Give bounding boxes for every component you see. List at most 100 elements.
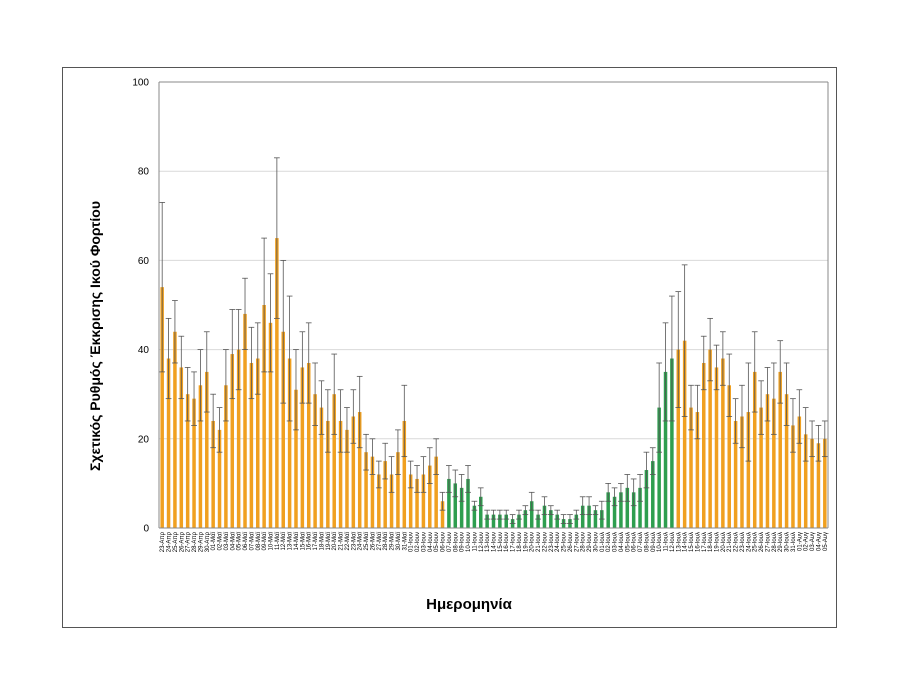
x-tick-label: 02-Ιουν: [415, 532, 421, 552]
y-axis-label: Σχετικός Ρυθμός Έκκρισης Ικού Φορτίου: [87, 201, 103, 471]
bar: [447, 478, 451, 528]
bar: [784, 394, 789, 528]
x-tick-label: 29-Ιουν: [587, 532, 593, 552]
x-tick-label: 01-Ιουν: [409, 532, 415, 552]
bar: [294, 389, 298, 528]
x-tick-label: 19-Ιουλ: [715, 532, 721, 552]
x-tick-label: 28-Ιουν: [581, 532, 587, 552]
x-tick-label: 01-Αυγ: [797, 532, 803, 551]
x-tick-label: 20-Ιουν: [530, 532, 536, 552]
x-tick-label: 29-Απρ: [198, 531, 204, 552]
bar: [479, 496, 483, 528]
x-tick-label: 22-Ιουν: [542, 532, 548, 552]
bar: [389, 474, 394, 528]
x-tick-label: 05-Αυγ: [823, 532, 829, 551]
bar: [536, 514, 540, 528]
x-tick-label: 04-Ιουν: [428, 532, 434, 552]
bar: [230, 354, 235, 528]
x-tick-label: 19-Μαϊ: [326, 531, 332, 550]
x-tick-label: 27-Απρ: [186, 531, 192, 552]
bar: [198, 385, 203, 528]
x-tick-label: 15-Μαϊ: [300, 531, 306, 550]
bar: [791, 425, 795, 528]
bar: [217, 429, 222, 528]
x-tick-label: 14-Ιουλ: [683, 532, 689, 552]
x-tick-label: 22-Μαϊ: [345, 531, 351, 550]
bar: [823, 438, 827, 528]
bar: [803, 434, 808, 528]
bar: [695, 412, 700, 528]
x-tick-label: 25-Μαϊ: [364, 531, 370, 550]
x-tick-label: 21-Μαϊ: [339, 531, 345, 550]
y-tick-label: 40: [138, 345, 150, 356]
bar: [173, 331, 177, 528]
y-tick-label: 80: [138, 167, 150, 178]
bar: [313, 394, 317, 528]
x-tick-label: 03-Αυγ: [810, 532, 816, 551]
x-tick-label: 26-Μαϊ: [370, 531, 376, 550]
x-tick-label: 03-Ιουν: [421, 532, 427, 552]
bar: [287, 358, 292, 528]
x-tick-label: 25-Ιουλ: [753, 532, 759, 552]
x-tick-label: 17-Μαϊ: [313, 531, 319, 550]
bar: [402, 420, 407, 528]
bar: [587, 505, 591, 528]
bar: [459, 487, 464, 528]
x-tick-label: 02-Αυγ: [804, 532, 810, 551]
x-tick-label: 04-Ιουλ: [619, 532, 625, 552]
bar: [338, 420, 343, 528]
bar: [306, 362, 311, 528]
bar: [491, 514, 496, 528]
bar: [542, 505, 547, 528]
bar: [721, 358, 725, 528]
bar: [759, 407, 763, 528]
x-tick-label: 22-Ιουλ: [734, 532, 740, 552]
bar: [370, 456, 375, 528]
bar: [185, 394, 190, 528]
bar: [262, 305, 266, 528]
x-tick-label: 08-Ιουλ: [644, 532, 650, 552]
bar: [268, 322, 273, 528]
x-tick-label: 27-Ιουν: [574, 532, 580, 552]
x-tick-label: 04-Μαϊ: [230, 531, 236, 550]
bar: [810, 438, 814, 528]
bar: [319, 407, 324, 528]
bar: [332, 394, 336, 528]
bar: [428, 465, 432, 528]
axes: [158, 81, 829, 529]
bar: [396, 452, 400, 528]
x-tick-label: 15-Ιουν: [498, 532, 504, 552]
bar: [606, 492, 610, 528]
x-tick-label: 12-Ιουλ: [670, 532, 676, 552]
bar: [580, 505, 585, 528]
x-tick-label: 25-Ιουν: [562, 532, 568, 552]
x-tick-label: 18-Μαϊ: [319, 531, 325, 550]
bar: [421, 474, 426, 528]
bar: [670, 358, 674, 528]
bars: [160, 238, 827, 528]
x-tick-label: 02-Ιουλ: [606, 532, 612, 552]
bar: [434, 456, 438, 528]
x-tick-label: 30-Ιουν: [593, 532, 599, 552]
bar: [778, 371, 782, 528]
bar: [625, 487, 630, 528]
x-tick-label: 11-Μαϊ: [275, 531, 281, 550]
x-tick-label: 01-Ιουλ: [600, 532, 606, 552]
bar: [440, 501, 445, 528]
x-tick-label: 08-Μαϊ: [256, 531, 262, 550]
x-tick-label: 14-Ιουν: [492, 532, 498, 552]
x-tick-label: 13-Ιουλ: [676, 532, 682, 552]
bar: [638, 487, 642, 528]
bar: [702, 362, 706, 528]
y-tick-labels: 0 20 40 60 80 100: [132, 78, 149, 535]
bar: [160, 287, 164, 528]
x-tick-label: 23-Ιουν: [549, 532, 555, 552]
x-tick-label: 05-Ιουν: [434, 532, 440, 552]
x-tick-label: 26-Απρ: [179, 531, 185, 552]
x-tick-label: 24-Μαϊ: [358, 531, 364, 550]
bar: [300, 367, 305, 528]
x-tick-label: 02-Μαϊ: [218, 531, 224, 550]
bar: [816, 443, 821, 528]
bar: [383, 461, 387, 528]
